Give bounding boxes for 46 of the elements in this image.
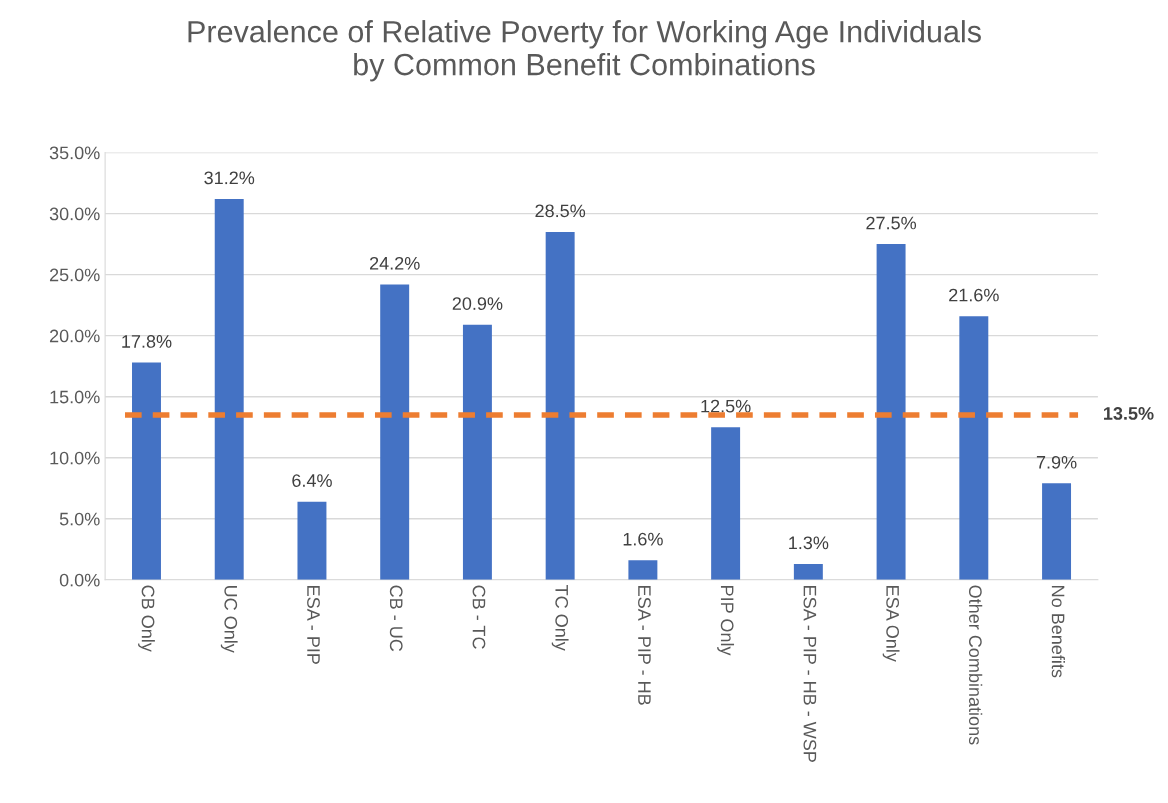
y-tick-label: 5.0% [59, 512, 100, 526]
bar [876, 244, 906, 580]
x-tick-label: PIP Only [717, 586, 735, 656]
y-tick-label: 15.0% [50, 390, 100, 404]
x-tick-label: UC Only [220, 586, 238, 653]
data-label: 20.9% [452, 297, 503, 310]
x-tick-label: No Benefits [1051, 586, 1065, 678]
bar [628, 560, 658, 580]
bar [959, 316, 989, 580]
x-tick-label: ESA - PIP [307, 586, 320, 664]
data-label: 28.5% [535, 204, 586, 218]
chart-title: Prevalence of Relative Poverty for Working Age Individuals by Common Benefit Combinations [188, 20, 981, 82]
bar [793, 563, 823, 580]
bar [380, 284, 410, 580]
x-tick-label: CB - TC [472, 585, 486, 649]
x-tick-label: TC Only [551, 585, 569, 651]
y-tick-label: 10.0% [50, 451, 100, 465]
bar [545, 231, 575, 580]
data-label: 17.8% [122, 335, 172, 348]
bar [711, 427, 741, 580]
x-tick-label: CB Only [138, 585, 155, 652]
data-label: 24.2% [370, 256, 420, 270]
x-tick-label: ESA - PIP - HB [638, 586, 651, 705]
bar [214, 198, 244, 580]
data-label: 1.3% [789, 536, 829, 550]
x-tick-label: Other Combinations [968, 585, 983, 745]
bar [462, 324, 492, 580]
bar [297, 501, 327, 580]
y-tick-label: 20.0% [49, 329, 100, 343]
data-label: 1.6% [623, 532, 663, 546]
data-label: 7.9% [1036, 455, 1077, 469]
bar [1042, 483, 1072, 580]
data-label: 21.6% [949, 288, 999, 302]
x-tick-label: ESA Only [882, 586, 900, 662]
data-label: 31.2% [204, 171, 255, 185]
data-label: 27.5% [866, 216, 917, 230]
y-tick-label: 25.0% [49, 268, 100, 282]
x-tick-label: ESA - PIP - HB - WSP [803, 586, 817, 762]
y-tick-label: 35.0% [49, 146, 100, 160]
y-tick-label: 0.0% [59, 573, 100, 587]
bar [132, 362, 161, 580]
data-label: 12.5% [701, 399, 751, 413]
y-tick-label: 30.0% [49, 207, 100, 221]
ref-line-label: 13.5% [1104, 407, 1154, 420]
data-label: 6.4% [292, 474, 332, 487]
x-tick-label: CB - UC [389, 585, 403, 652]
